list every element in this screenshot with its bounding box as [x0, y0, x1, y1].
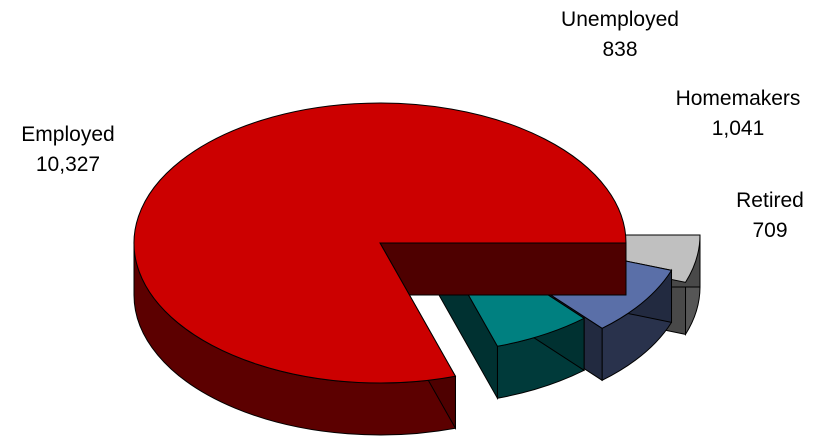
slice-label-retired: Retired 709	[720, 186, 820, 246]
slice-value-employed: 10,327	[35, 153, 101, 176]
slice-label-employed: Employed 10,327	[4, 120, 132, 180]
slice-label-unemployed: Unemployed 838	[540, 5, 700, 65]
pie-slice-wall-employed-start	[379, 242, 627, 296]
slice-name-employed: Employed	[21, 123, 115, 146]
slice-value-retired: 709	[752, 219, 788, 242]
slice-value-homemakers: 1,041	[711, 117, 765, 140]
slice-name-homemakers: Homemakers	[675, 87, 801, 110]
slice-label-homemakers: Homemakers 1,041	[650, 84, 823, 144]
slice-name-retired: Retired	[736, 189, 804, 212]
slice-name-unemployed: Unemployed	[561, 8, 679, 31]
pie-slice-employed	[133, 102, 627, 384]
slice-value-unemployed: 838	[602, 38, 638, 61]
